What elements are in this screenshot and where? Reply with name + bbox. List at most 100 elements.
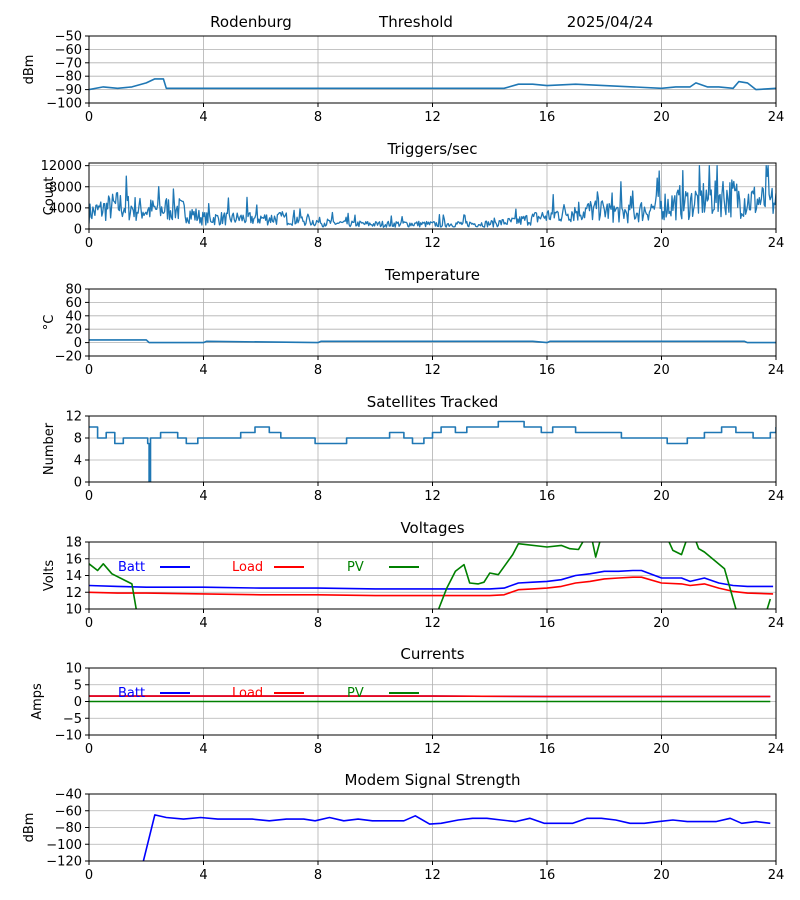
chart-title: Temperature <box>384 266 480 284</box>
y-tick-label: 12 <box>65 410 82 425</box>
x-tick-label: 16 <box>539 363 556 378</box>
x-tick-label: 4 <box>199 110 207 125</box>
plot-area <box>89 420 776 482</box>
chart-panel-7: 0 4 8 12 16 20 24 −120 −100 −80 −60−40 Modem Signal… <box>22 771 784 883</box>
y-axis-label: dBm <box>22 55 37 85</box>
x-tick-label: 8 <box>314 489 322 504</box>
x-tick-label: 20 <box>653 363 670 378</box>
y-tick-label: −90 <box>55 83 82 98</box>
x-tick-label: 12 <box>424 868 441 883</box>
series-line-batt <box>89 569 774 590</box>
y-axis-label: Count <box>42 177 57 216</box>
legend-label-pv: PV <box>347 560 364 575</box>
y-tick-label: 4 <box>74 454 82 469</box>
x-tick-label: 24 <box>768 868 785 883</box>
x-tick-label: 24 <box>768 616 785 631</box>
x-tick-label: 0 <box>85 363 93 378</box>
x-tick-label: 4 <box>199 489 207 504</box>
chart-title: Satellites Tracked <box>367 393 498 411</box>
x-tick-label: 8 <box>314 616 322 631</box>
x-tick-label: 12 <box>424 363 441 378</box>
x-tick-label: 24 <box>768 489 785 504</box>
x-tick-label: 0 <box>85 868 93 883</box>
chart-title: Triggers/sec <box>387 140 478 158</box>
chart-title: Currents <box>400 645 464 663</box>
x-tick-label: 8 <box>314 363 322 378</box>
y-tick-label: 8 <box>74 432 82 447</box>
plot-area <box>89 78 776 91</box>
series-line <box>89 78 776 91</box>
x-tick-label: 12 <box>424 110 441 125</box>
x-tick-label: 20 <box>653 616 670 631</box>
series-line <box>89 420 776 482</box>
y-tick-label: 14 <box>65 569 82 584</box>
series-line <box>142 814 771 861</box>
x-tick-label: 12 <box>424 489 441 504</box>
y-tick-label: −5 <box>63 712 82 727</box>
plot-area <box>89 695 771 703</box>
chart-title: Voltages <box>400 519 464 537</box>
legend-label-batt: Batt <box>118 686 145 701</box>
plot-area <box>89 164 776 228</box>
header-date: 2025/04/24 <box>567 13 653 31</box>
y-tick-label: 0 <box>74 476 82 491</box>
x-tick-label: 0 <box>85 742 93 757</box>
y-tick-label: 40 <box>65 309 82 324</box>
legend-label-batt: Batt <box>118 560 145 575</box>
x-tick-label: 16 <box>539 868 556 883</box>
x-tick-label: 12 <box>424 236 441 251</box>
x-tick-label: 24 <box>768 236 785 251</box>
x-tick-label: 0 <box>85 616 93 631</box>
x-tick-label: 8 <box>314 868 322 883</box>
y-tick-label: −10 <box>55 729 82 744</box>
y-tick-label: −40 <box>55 788 82 803</box>
header-mode: Threshold <box>378 13 453 31</box>
y-axis-label: Amps <box>30 683 45 720</box>
x-tick-label: 16 <box>539 742 556 757</box>
y-tick-label: 0 <box>74 223 82 238</box>
y-tick-label: 18 <box>65 536 82 551</box>
x-tick-label: 8 <box>314 742 322 757</box>
x-tick-label: 12 <box>424 616 441 631</box>
chart-panel-2: 0 4 8 12 16 20 24 0 4000 8000 12000 Triggers/sec Cou… <box>41 140 785 251</box>
header: Rodenburg Threshold 2025/04/24 <box>210 13 653 31</box>
plot-area <box>89 339 776 344</box>
y-axis-label: Number <box>42 422 57 475</box>
y-tick-label: −60 <box>55 43 82 58</box>
x-tick-label: 20 <box>653 236 670 251</box>
y-tick-label: 5 <box>74 678 82 693</box>
x-tick-label: 20 <box>653 110 670 125</box>
y-tick-label: 0 <box>74 336 82 351</box>
x-tick-label: 4 <box>199 236 207 251</box>
y-tick-label: 4000 <box>49 201 82 216</box>
series-line-load <box>89 576 774 597</box>
y-tick-label: 0 <box>74 695 82 710</box>
y-tick-label: −70 <box>55 56 82 71</box>
series-line-pv <box>89 542 772 609</box>
x-tick-label: 20 <box>653 742 670 757</box>
header-station: Rodenburg <box>210 13 292 31</box>
chart-panel-4: 0 4 8 12 16 20 24 0 4 8 12 Satellites Tracked Number <box>42 393 784 504</box>
x-tick-label: 24 <box>768 363 785 378</box>
chart-panel-1: 0 4 8 12 16 20 24 −100−90−80−70−60−50 dBm <box>22 30 784 126</box>
x-tick-label: 8 <box>314 110 322 125</box>
y-axis-label: dBm <box>22 813 37 843</box>
x-tick-label: 12 <box>424 742 441 757</box>
x-tick-label: 4 <box>199 616 207 631</box>
x-tick-label: 0 <box>85 236 93 251</box>
plot-area <box>142 814 771 861</box>
legend-label-load: Load <box>232 686 263 701</box>
y-tick-label: −50 <box>55 30 82 45</box>
x-tick-label: 16 <box>539 616 556 631</box>
series-line <box>89 164 776 228</box>
legend-label-pv: PV <box>347 686 364 701</box>
x-tick-label: 8 <box>314 236 322 251</box>
y-tick-label: −60 <box>55 804 82 819</box>
y-tick-label: −80 <box>55 70 82 85</box>
y-tick-label: 8000 <box>49 180 82 195</box>
